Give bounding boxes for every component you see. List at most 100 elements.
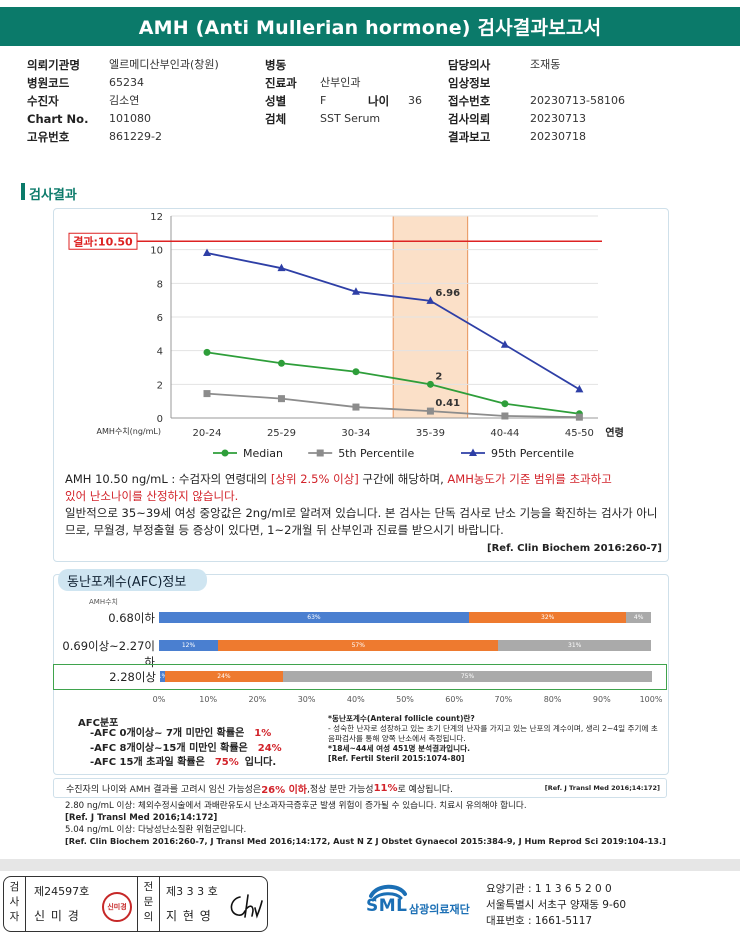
info3-label: 결과보고 bbox=[448, 130, 491, 144]
p95-point bbox=[426, 296, 435, 304]
afc-segment: 1% bbox=[160, 671, 165, 682]
afc-segment: 4% bbox=[626, 612, 651, 623]
info2-label: 검체 bbox=[265, 112, 287, 126]
legend-marker bbox=[469, 448, 477, 456]
info2-row: 검체 SST Serum bbox=[265, 110, 445, 128]
pregnancy-text-e: 로 예상됩니다. bbox=[397, 784, 453, 795]
info3-label: 담당의사 bbox=[448, 58, 491, 72]
afc-segment: 57% bbox=[218, 640, 499, 651]
info2-value: 산부인과 bbox=[320, 76, 361, 89]
p5-point bbox=[501, 412, 509, 420]
tester-seal: 신미경 bbox=[102, 892, 132, 922]
afc-dist-text: -AFC 15개 초과일 확률은 bbox=[90, 757, 205, 768]
afc-row-label: 2.28이상 bbox=[109, 670, 156, 684]
afc-dist-value: 75% bbox=[214, 757, 239, 768]
afc-axis-tick: 80% bbox=[543, 695, 562, 704]
afc-segment: 63% bbox=[159, 612, 469, 623]
info2-row: 성별 F 나이 36 bbox=[265, 92, 445, 110]
info1-row: 병원코드 65234 bbox=[27, 74, 257, 92]
x-tick-label: 25-29 bbox=[267, 428, 296, 439]
y-axis-label: AMH수치(ng/mL) bbox=[97, 427, 161, 436]
specialist-label: 전문의 bbox=[143, 881, 154, 923]
legend-label: 5th Percentile bbox=[338, 447, 414, 460]
afc-note-body: - 성숙한 난자로 성장하고 있는 초기 단계의 난자를 가지고 있는 난포의 … bbox=[328, 724, 658, 743]
series-line-0 bbox=[206, 351, 580, 415]
info2-row: 진료과 산부인과 bbox=[265, 74, 445, 92]
afc-axis-tick: 100% bbox=[639, 695, 663, 704]
afc-row: 0.68이하 63% 32% 4% bbox=[53, 606, 667, 630]
footnote-ohss-ref: [Ref. J Transl Med 2016;14:172] bbox=[65, 812, 218, 823]
afc-segment: 75% bbox=[282, 671, 652, 682]
info1-value: 65234 bbox=[109, 76, 144, 89]
y-tick-label: 0 bbox=[157, 414, 163, 425]
afc-segment: 31% bbox=[498, 640, 651, 651]
afc-axis: 0% 10% 20% 30% 40% 50% 60% 70% 80% 90% 100% bbox=[53, 695, 667, 707]
info1-row: 의뢰기관명 엘르메디산부인과(창원) bbox=[27, 56, 257, 74]
specialist-license: 제3 3 3 호 bbox=[166, 885, 218, 898]
info3-value: 20230713 bbox=[530, 112, 586, 125]
p5-point bbox=[352, 403, 360, 411]
info3-row: 담당의사 조재동 bbox=[448, 56, 728, 74]
legend-label: Median bbox=[243, 447, 283, 460]
p5-point bbox=[203, 390, 211, 398]
info1-label: 수진자 bbox=[27, 94, 59, 108]
p95-point bbox=[203, 248, 211, 257]
afc-stacked-bar: 12% 57% 31% bbox=[159, 640, 651, 651]
p5-point bbox=[575, 413, 583, 421]
interpretation-p1: AMH 10.50 ng/mL : 수검자의 연령대의 [상위 2.5% 이상]… bbox=[65, 471, 661, 505]
institution-code: 요양기관 : 1 1 3 6 5 2 0 0 bbox=[486, 883, 612, 895]
age-label: 나이 bbox=[368, 94, 390, 108]
interp-text-a: AMH 10.50 ng/mL : 수검자의 연령대의 bbox=[65, 472, 271, 486]
pregnancy-text-a: 수진자의 나이와 AMH 결과를 고려시 임신 가능성은 bbox=[66, 784, 262, 795]
afc-dist-item: -AFC 0개이상~ 7개 미만인 확률은 1% bbox=[90, 727, 330, 742]
median-point bbox=[352, 368, 360, 376]
delivery-rate: 11% bbox=[373, 782, 398, 794]
afc-note-ref: [Ref. Fertil Steril 2015:1074-80] bbox=[328, 754, 465, 763]
info2-label: 성별 bbox=[265, 94, 287, 108]
legend-marker bbox=[316, 449, 324, 457]
info2-label: 병동 bbox=[265, 58, 287, 72]
info1-label: 의뢰기관명 bbox=[27, 58, 80, 72]
sml-logo-icon bbox=[369, 884, 407, 902]
pregnancy-rate: 26% 이하 bbox=[261, 784, 308, 796]
afc-axis-tick: 0% bbox=[152, 695, 166, 704]
footnote-pcos: 5.04 ng/mL 이상: 다낭성난소질환 위험군입니다. bbox=[65, 824, 247, 835]
legend-marker bbox=[221, 449, 229, 457]
afc-segment: 32% bbox=[468, 612, 627, 623]
institution-name: 삼광의료재단 bbox=[409, 903, 470, 916]
info1-label: 고유번호 bbox=[27, 130, 70, 144]
x-tick-label: 30-34 bbox=[341, 428, 370, 439]
afc-segment: 24% bbox=[164, 671, 283, 682]
y-tick-label: 12 bbox=[150, 212, 163, 223]
info1-row: 수진자 김소연 bbox=[27, 92, 257, 110]
p5-point bbox=[426, 407, 434, 415]
interp-highlight-age: 있어 난소나이를 산정하지 않습니다. bbox=[65, 489, 239, 503]
sml-logo-text: SML bbox=[366, 896, 408, 916]
afc-amh-header: AMH수치 bbox=[89, 598, 118, 606]
afc-axis-tick: 60% bbox=[445, 695, 464, 704]
y-tick-label: 10 bbox=[150, 246, 163, 257]
afc-title: 동난포계수(AFC)정보 bbox=[58, 569, 207, 591]
info1-value: 861229-2 bbox=[109, 130, 162, 143]
y-tick-label: 8 bbox=[157, 279, 163, 290]
afc-stacked-bar: 63% 32% 4% bbox=[159, 612, 651, 623]
afc-row-label: 0.68이하 bbox=[108, 611, 155, 625]
section-marker bbox=[21, 183, 25, 200]
afc-stacked-bar: 1%24%75% bbox=[160, 671, 652, 682]
info2-row: 병동 bbox=[265, 56, 445, 74]
interp-highlight-percentile: [상위 2.5% 이상] bbox=[270, 472, 359, 486]
info3-label: 임상정보 bbox=[448, 76, 491, 90]
afc-row-label: 0.69이상~2.27이하 bbox=[62, 639, 155, 669]
x-tick-label: 20-24 bbox=[192, 428, 221, 439]
x-tick-label: 40-44 bbox=[490, 428, 519, 439]
info1-label: Chart No. bbox=[27, 112, 89, 126]
info3-row: 임상정보 bbox=[448, 74, 728, 92]
interpretation-p2: 일반적으로 35~39세 여성 중앙값은 2ng/ml로 알려져 있습니다. 본… bbox=[65, 506, 658, 537]
report-title: AMH (Anti Mullerian hormone) 검사결과보고서 bbox=[0, 7, 740, 46]
result-label: 결과:10.50 bbox=[73, 234, 133, 248]
footnotes: 2.80 ng/mL 이상: 체외수정시술에서 과배란유도시 난소과자극증후군 … bbox=[65, 801, 675, 848]
p5-point bbox=[277, 395, 285, 403]
y-tick-label: 2 bbox=[157, 380, 163, 391]
afc-dist-item: -AFC 15개 초과일 확률은 75% 입니다. bbox=[90, 756, 330, 771]
point-label: 2 bbox=[435, 371, 442, 382]
